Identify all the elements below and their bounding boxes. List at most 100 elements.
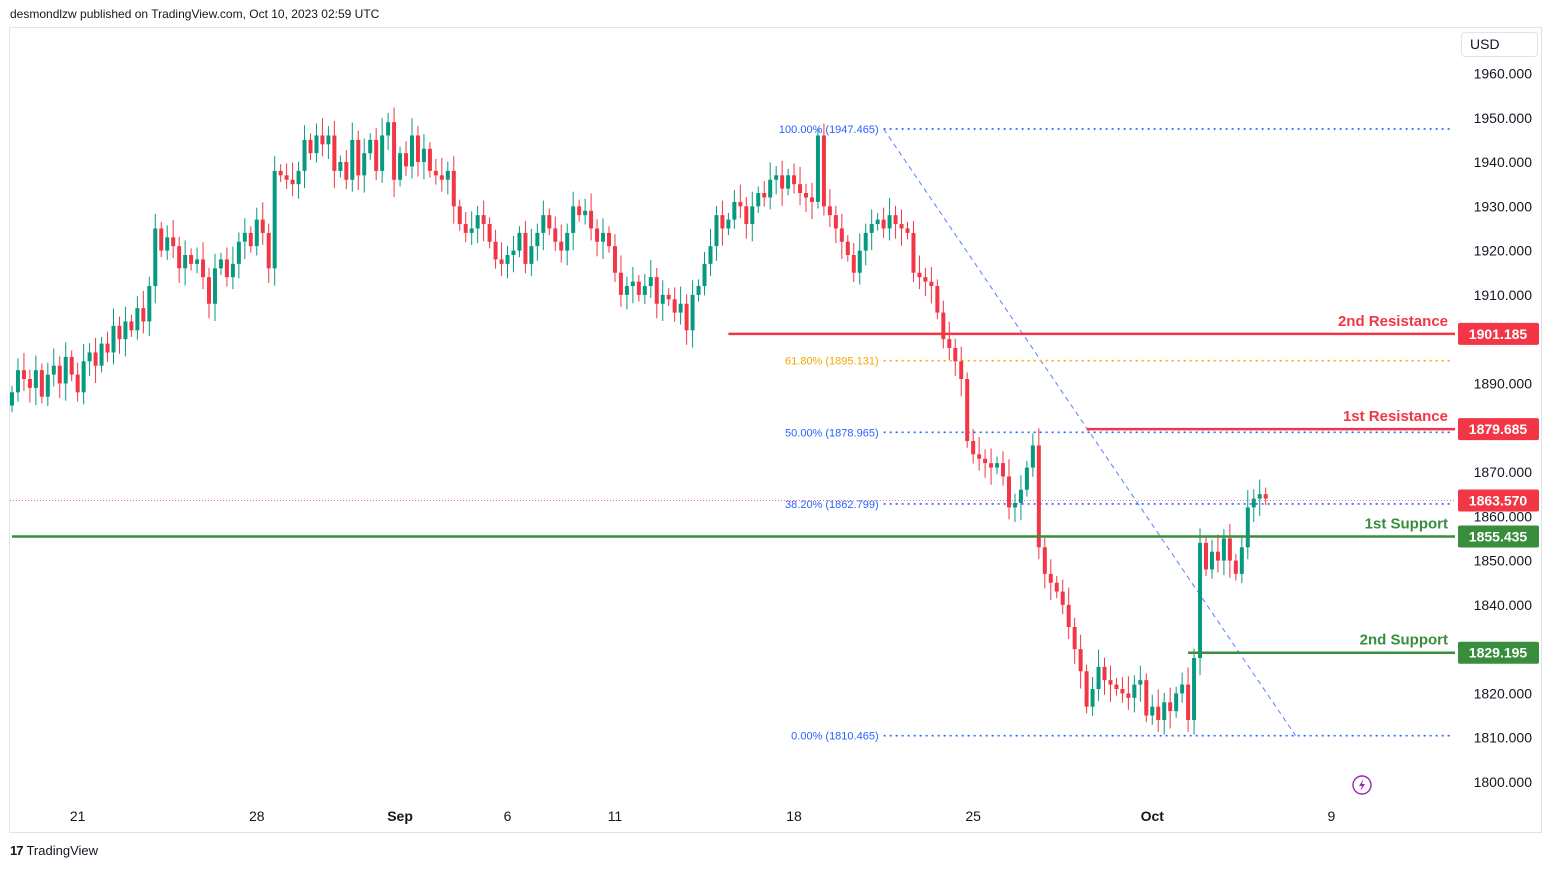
x-tick-label: 28 — [249, 808, 265, 824]
y-tick-label: 1860.000 — [1474, 508, 1533, 524]
candle-body — [607, 232, 611, 247]
candle-body — [726, 219, 731, 229]
candle-body — [433, 170, 438, 176]
candle-body — [99, 343, 104, 366]
candle-body — [320, 135, 325, 145]
candle-body — [869, 224, 874, 233]
candle-body — [153, 228, 158, 287]
lightning-icon[interactable] — [1351, 774, 1373, 796]
candle-body — [1162, 702, 1167, 720]
tradingview-logo-icon: 17 — [10, 843, 24, 858]
candle-body — [69, 356, 74, 375]
y-tick-label: 1800.000 — [1474, 774, 1533, 790]
resistance-price-label: 1901.185 — [1469, 326, 1528, 342]
fib-level-label: 0.00% (1810.465) — [791, 731, 878, 743]
candle-body — [648, 277, 653, 287]
fib-level-label: 61.80% (1895.131) — [785, 356, 879, 368]
candle-body — [827, 206, 832, 216]
candle-body — [911, 232, 916, 273]
candle-body — [774, 175, 779, 180]
candle-body — [630, 281, 635, 287]
candle-body — [1257, 494, 1262, 499]
candle-body — [821, 135, 826, 207]
candle-body — [612, 246, 617, 273]
candle-body — [1001, 463, 1006, 477]
candle-body — [756, 193, 761, 207]
candle-body — [1168, 702, 1173, 712]
candle-body — [1066, 604, 1071, 627]
candle-body — [499, 259, 504, 264]
currency-selector[interactable]: USD — [1461, 32, 1538, 57]
candle-body — [487, 224, 492, 242]
candle-body — [1012, 503, 1017, 508]
candle-body — [1204, 542, 1208, 570]
candle-body — [804, 193, 809, 198]
candle-body — [1144, 680, 1149, 716]
candle-body — [744, 206, 749, 225]
candle-body — [875, 219, 880, 225]
candle-body — [696, 286, 701, 295]
candle-body — [338, 162, 343, 171]
fib-level-label: 38.20% (1862.799) — [785, 499, 879, 511]
candle-body — [768, 179, 773, 198]
candle-body — [780, 175, 785, 189]
candle-body — [845, 241, 850, 256]
candle-body — [457, 206, 462, 225]
candle-body — [308, 139, 313, 154]
candle-body — [224, 259, 229, 278]
candle-body — [392, 122, 397, 180]
candle-body — [553, 228, 558, 242]
candle-body — [708, 246, 713, 264]
candle-body — [201, 259, 206, 278]
candle-body — [171, 237, 176, 247]
candle-body — [165, 237, 170, 251]
candle-body — [10, 392, 14, 406]
resistance-price-tag — [1458, 322, 1539, 345]
candle-body — [517, 232, 522, 251]
candle-body — [666, 294, 671, 300]
candle-body — [57, 365, 62, 384]
candle-body — [833, 215, 838, 229]
candle-body — [27, 379, 32, 388]
y-tick-label: 1820.000 — [1474, 685, 1533, 701]
x-tick-label: 11 — [608, 808, 623, 824]
candle-body — [899, 224, 904, 229]
candle-body — [123, 321, 128, 340]
candle-body — [350, 139, 355, 180]
candle-body — [469, 228, 474, 233]
candle-body — [1209, 551, 1214, 570]
y-tick-label: 1810.000 — [1474, 730, 1533, 746]
candle-body — [254, 219, 259, 247]
x-tick-label: 18 — [786, 808, 802, 824]
y-tick-label: 1870.000 — [1474, 464, 1533, 480]
candle-body — [1227, 538, 1232, 561]
y-tick-label: 1930.000 — [1474, 198, 1533, 214]
candle-body — [929, 281, 934, 287]
candle-body — [135, 308, 140, 331]
candle-body — [1138, 680, 1143, 685]
candle-body — [1108, 680, 1113, 685]
candle-body — [230, 263, 235, 278]
candle-body — [809, 197, 814, 202]
y-tick-label: 1960.000 — [1474, 65, 1533, 81]
candle-body — [965, 379, 970, 442]
candle-body — [983, 458, 988, 464]
candle-body — [39, 370, 44, 397]
candle-body — [601, 232, 606, 242]
candle-body — [1018, 489, 1023, 504]
candle-body — [212, 268, 217, 304]
candle-body — [1006, 476, 1011, 508]
current-price-label: 1863.570 — [1469, 492, 1528, 508]
current-price-tag — [1458, 489, 1539, 512]
candle-body — [1042, 547, 1047, 574]
candle-body — [1096, 666, 1101, 689]
candle-body — [738, 201, 743, 207]
candle-body — [720, 215, 725, 229]
candle-body — [1198, 542, 1203, 658]
candle-body — [750, 206, 755, 225]
candle-body — [762, 193, 767, 198]
candle-body — [236, 241, 241, 264]
candle-body — [105, 343, 110, 353]
candle-body — [1215, 551, 1220, 561]
